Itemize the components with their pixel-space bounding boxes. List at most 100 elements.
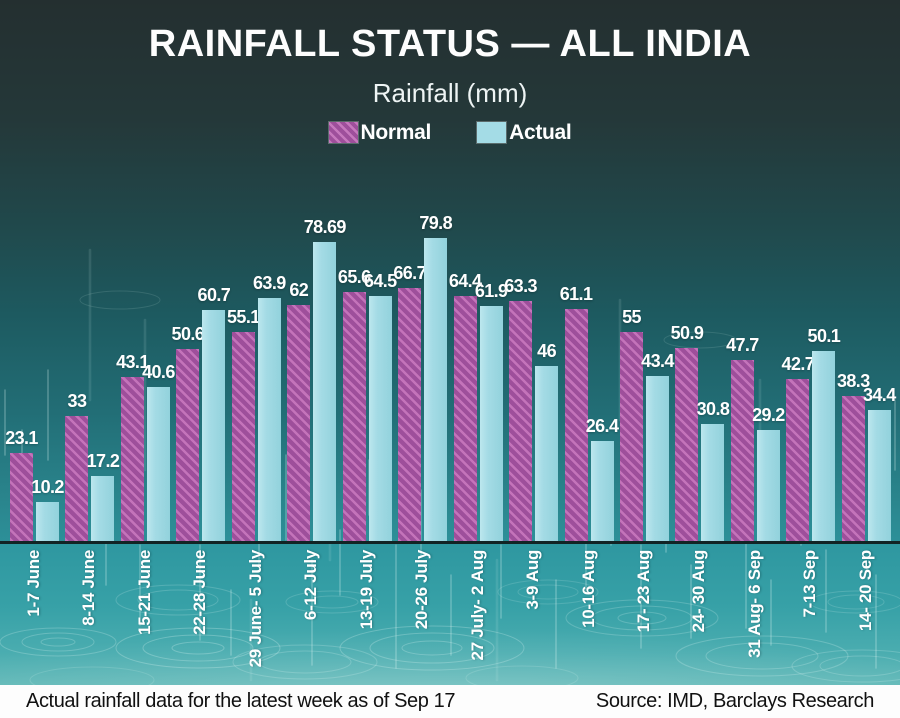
normal-bar xyxy=(841,395,865,541)
actual-value-label: 64.5 xyxy=(363,270,397,291)
normal-bar xyxy=(675,347,699,541)
bar-group: 47.7 29.2 31 Aug- 6 Sep xyxy=(726,335,785,658)
bar-group: 33 17.2 8-14 June xyxy=(65,390,120,626)
normal-bar-column: 50.6 xyxy=(172,324,205,541)
normal-bar xyxy=(509,300,533,541)
x-axis-label: 15-21 June xyxy=(134,550,154,635)
normal-bar-column: 64.4 xyxy=(449,271,482,541)
bar-group: 50.6 60.7 22-28 June xyxy=(172,285,231,635)
x-axis-label: 8-14 June xyxy=(79,550,99,626)
source-credit: Source: IMD, Barclays Research xyxy=(595,690,875,712)
normal-bar-column: 42.7 xyxy=(782,354,815,541)
actual-value-label: 40.6 xyxy=(142,361,175,382)
actual-bar xyxy=(257,298,281,541)
actual-bar-column: 34.4 xyxy=(863,385,896,541)
actual-bar-column: 46 xyxy=(535,341,559,541)
actual-bar-column: 50.1 xyxy=(808,326,841,541)
x-axis-label: 31 Aug- 6 Sep xyxy=(744,550,764,658)
x-axis-label: 13-19 July xyxy=(356,550,376,630)
normal-bar xyxy=(342,291,366,541)
legend-item-normal: Normal xyxy=(327,120,432,145)
actual-bar-column: 79.8 xyxy=(419,213,453,541)
x-axis-line xyxy=(0,541,900,544)
actual-value-label: 10.2 xyxy=(31,477,64,498)
actual-bar-column: 30.8 xyxy=(697,399,730,541)
normal-bar xyxy=(786,378,810,541)
legend: Normal Actual xyxy=(0,121,900,145)
actual-value-label: 30.8 xyxy=(696,399,730,419)
normal-bar-column: 65.6 xyxy=(338,267,371,541)
normal-bar xyxy=(398,287,422,541)
normal-swatch-icon xyxy=(327,121,359,145)
normal-bar-column: 62 xyxy=(287,280,311,541)
x-axis-label: 6-12 July xyxy=(301,550,321,621)
normal-value-label: 55.1 xyxy=(227,306,260,327)
normal-bar-column: 50.9 xyxy=(671,323,704,541)
actual-bar-column: 40.6 xyxy=(142,362,175,541)
normal-value-label: 23.1 xyxy=(5,428,38,449)
normal-bar xyxy=(730,359,754,541)
bar-group: 64.4 61.9 27 July- 2 Aug xyxy=(449,271,508,660)
normal-value-label: 55 xyxy=(622,307,641,327)
chart-header: RAINFALL STATUS — ALL INDIA Rainfall (mm… xyxy=(0,23,900,145)
normal-bar-column: 55 xyxy=(619,307,643,541)
bar-group: 61.1 26.4 10-16 Aug xyxy=(560,284,619,628)
bar-group: 66.7 79.8 20-26 July xyxy=(393,213,453,629)
normal-bar-column: 63.3 xyxy=(504,276,537,541)
bar-group: 42.7 50.1 7-13 Sep xyxy=(782,326,841,618)
normal-value-label: 64.4 xyxy=(448,271,482,292)
actual-value-label: 60.7 xyxy=(197,285,231,306)
chart-subtitle: Rainfall (mm) xyxy=(372,77,528,108)
bar-group: 62 78.69 6-12 July xyxy=(287,217,346,620)
actual-bar-column: 64.5 xyxy=(364,271,397,541)
normal-bar-column: 23.1 xyxy=(5,428,38,541)
x-axis-label: 17- 23 Aug xyxy=(633,550,653,633)
actual-value-label: 29.2 xyxy=(752,405,785,425)
normal-bar-column: 38.3 xyxy=(837,371,870,541)
bar-group: 43.1 40.6 15-21 June xyxy=(116,352,175,635)
actual-value-label: 26.4 xyxy=(585,415,619,436)
actual-bar xyxy=(590,440,614,541)
actual-bar xyxy=(701,424,725,541)
x-axis-label: 3-9 Aug xyxy=(523,550,543,610)
bar-group: 55 43.4 17- 23 Aug xyxy=(619,307,674,632)
normal-bar xyxy=(287,305,311,541)
actual-bar-column: 10.2 xyxy=(31,477,64,541)
legend-label-normal: Normal xyxy=(360,120,432,144)
normal-bar xyxy=(453,296,477,541)
x-axis-label: 29 June- 5 July xyxy=(245,550,265,668)
legend-label-actual: Actual xyxy=(509,120,572,144)
normal-bar-column: 55.1 xyxy=(227,307,260,541)
normal-value-label: 50.9 xyxy=(670,322,704,343)
normal-value-label: 33 xyxy=(67,390,87,411)
footnote: Actual rainfall data for the latest week… xyxy=(26,690,456,712)
actual-bar xyxy=(756,430,780,541)
normal-bar xyxy=(10,453,33,541)
x-axis-label: 10-16 Aug xyxy=(578,550,598,628)
x-axis-label: 1-7 June xyxy=(24,550,43,617)
chart-area: 23.1 10.2 1-7 June 33 17.2 8-14 June 43.1 40.6 1… xyxy=(5,0,896,668)
normal-bar-column: 66.7 xyxy=(393,263,427,541)
actual-value-label: 61.9 xyxy=(474,280,508,301)
actual-bar-column: 61.9 xyxy=(475,281,508,541)
normal-bar-column: 43.1 xyxy=(116,352,149,541)
page-title: RAINFALL STATUS — ALL INDIA xyxy=(148,23,752,65)
x-axis-label: 7-13 Sep xyxy=(800,550,820,618)
actual-bar xyxy=(535,366,559,541)
normal-value-label: 38.3 xyxy=(836,370,870,391)
x-axis-label: 27 July- 2 Aug xyxy=(467,550,487,661)
bar-group: 50.9 30.8 24- 30 Aug xyxy=(671,323,730,633)
normal-bar xyxy=(65,415,89,541)
normal-bar-column: 47.7 xyxy=(726,335,759,541)
actual-value-label: 78.69 xyxy=(303,217,347,237)
normal-value-label: 65.6 xyxy=(337,266,371,287)
normal-bar-column: 33 xyxy=(65,390,89,541)
normal-value-label: 50.6 xyxy=(171,323,205,344)
bar-group: 55.1 63.9 29 June- 5 July xyxy=(227,273,286,667)
bar-group: 65.6 64.5 13-19 July xyxy=(338,267,397,630)
actual-value-label: 50.1 xyxy=(807,325,841,346)
normal-value-label: 43.1 xyxy=(116,352,149,373)
actual-bar-column: 78.69 xyxy=(304,217,346,541)
x-axis-label: 22-28 June xyxy=(190,550,210,635)
